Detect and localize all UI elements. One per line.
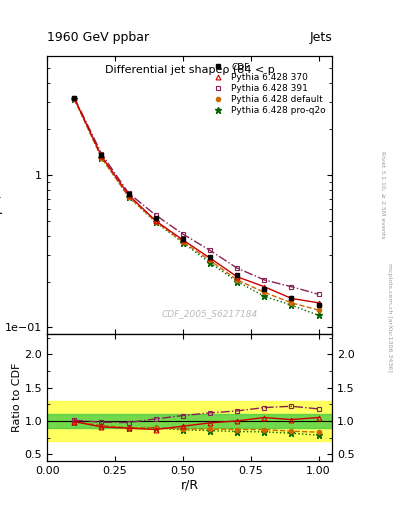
Pythia 6.428 391: [99, 151, 104, 157]
Pythia 6.428 default: [72, 96, 77, 102]
Pythia 6.428 pro-q2o: [153, 219, 158, 225]
Pythia 6.428 391: [289, 284, 294, 290]
Text: Jets: Jets: [309, 31, 332, 44]
CDF: [99, 152, 104, 158]
Pythia 6.428 370: [235, 274, 239, 280]
Pythia 6.428 pro-q2o: [235, 279, 239, 285]
Pythia 6.428 370: [180, 237, 185, 243]
Legend: CDF, Pythia 6.428 370, Pythia 6.428 391, Pythia 6.428 default, Pythia 6.428 pro-: CDF, Pythia 6.428 370, Pythia 6.428 391,…: [206, 61, 328, 117]
Line: Pythia 6.428 391: Pythia 6.428 391: [72, 95, 321, 296]
Pythia 6.428 391: [208, 247, 212, 253]
CDF: [289, 295, 294, 302]
Pythia 6.428 pro-q2o: [262, 293, 266, 300]
Text: CDF_2005_S6217184: CDF_2005_S6217184: [162, 309, 258, 318]
Y-axis label: ρ(r/R): ρ(r/R): [0, 178, 2, 213]
Pythia 6.428 default: [316, 307, 321, 313]
Y-axis label: Ratio to CDF: Ratio to CDF: [12, 363, 22, 432]
X-axis label: r/R: r/R: [180, 478, 199, 492]
Pythia 6.428 370: [72, 95, 77, 101]
CDF: [72, 95, 77, 101]
Pythia 6.428 default: [99, 155, 104, 161]
Pythia 6.428 391: [180, 231, 185, 237]
Pythia 6.428 default: [180, 239, 185, 245]
Pythia 6.428 pro-q2o: [72, 96, 77, 102]
Line: Pythia 6.428 pro-q2o: Pythia 6.428 pro-q2o: [71, 96, 321, 318]
Line: Pythia 6.428 370: Pythia 6.428 370: [72, 96, 321, 305]
Pythia 6.428 pro-q2o: [99, 155, 104, 161]
Text: Differential jet shapeρ (84 < p: Differential jet shapeρ (84 < p: [105, 65, 274, 75]
CDF: [235, 272, 239, 279]
Pythia 6.428 391: [316, 291, 321, 297]
Text: mcplots.cern.ch [arXiv:1306.3436]: mcplots.cern.ch [arXiv:1306.3436]: [387, 263, 391, 372]
CDF: [316, 302, 321, 308]
CDF: [153, 215, 158, 221]
Pythia 6.428 370: [262, 284, 266, 290]
Pythia 6.428 391: [126, 190, 131, 196]
Pythia 6.428 pro-q2o: [289, 302, 294, 308]
Text: 1960 GeV ppbar: 1960 GeV ppbar: [47, 31, 149, 44]
Pythia 6.428 370: [99, 153, 104, 159]
CDF: [126, 191, 131, 197]
Pythia 6.428 391: [153, 212, 158, 218]
CDF: [262, 285, 266, 291]
Pythia 6.428 pro-q2o: [180, 240, 185, 246]
Pythia 6.428 default: [126, 194, 131, 200]
Text: Rivet 3.1.10, ≥ 2.5M events: Rivet 3.1.10, ≥ 2.5M events: [381, 151, 386, 238]
Pythia 6.428 370: [153, 218, 158, 224]
Pythia 6.428 default: [262, 289, 266, 295]
Pythia 6.428 370: [208, 255, 212, 261]
Pythia 6.428 default: [235, 277, 239, 283]
CDF: [208, 254, 212, 260]
Line: Pythia 6.428 default: Pythia 6.428 default: [72, 97, 321, 312]
Pythia 6.428 pro-q2o: [126, 194, 131, 200]
Pythia 6.428 391: [235, 265, 239, 271]
Pythia 6.428 pro-q2o: [316, 312, 321, 318]
Line: CDF: CDF: [72, 96, 321, 308]
Pythia 6.428 default: [208, 258, 212, 264]
Pythia 6.428 370: [126, 192, 131, 198]
Pythia 6.428 default: [153, 219, 158, 225]
Pythia 6.428 370: [316, 300, 321, 306]
Pythia 6.428 370: [289, 295, 294, 302]
Pythia 6.428 391: [262, 277, 266, 283]
CDF: [180, 236, 185, 242]
Pythia 6.428 391: [72, 94, 77, 100]
Pythia 6.428 pro-q2o: [208, 260, 212, 266]
Pythia 6.428 default: [289, 300, 294, 306]
